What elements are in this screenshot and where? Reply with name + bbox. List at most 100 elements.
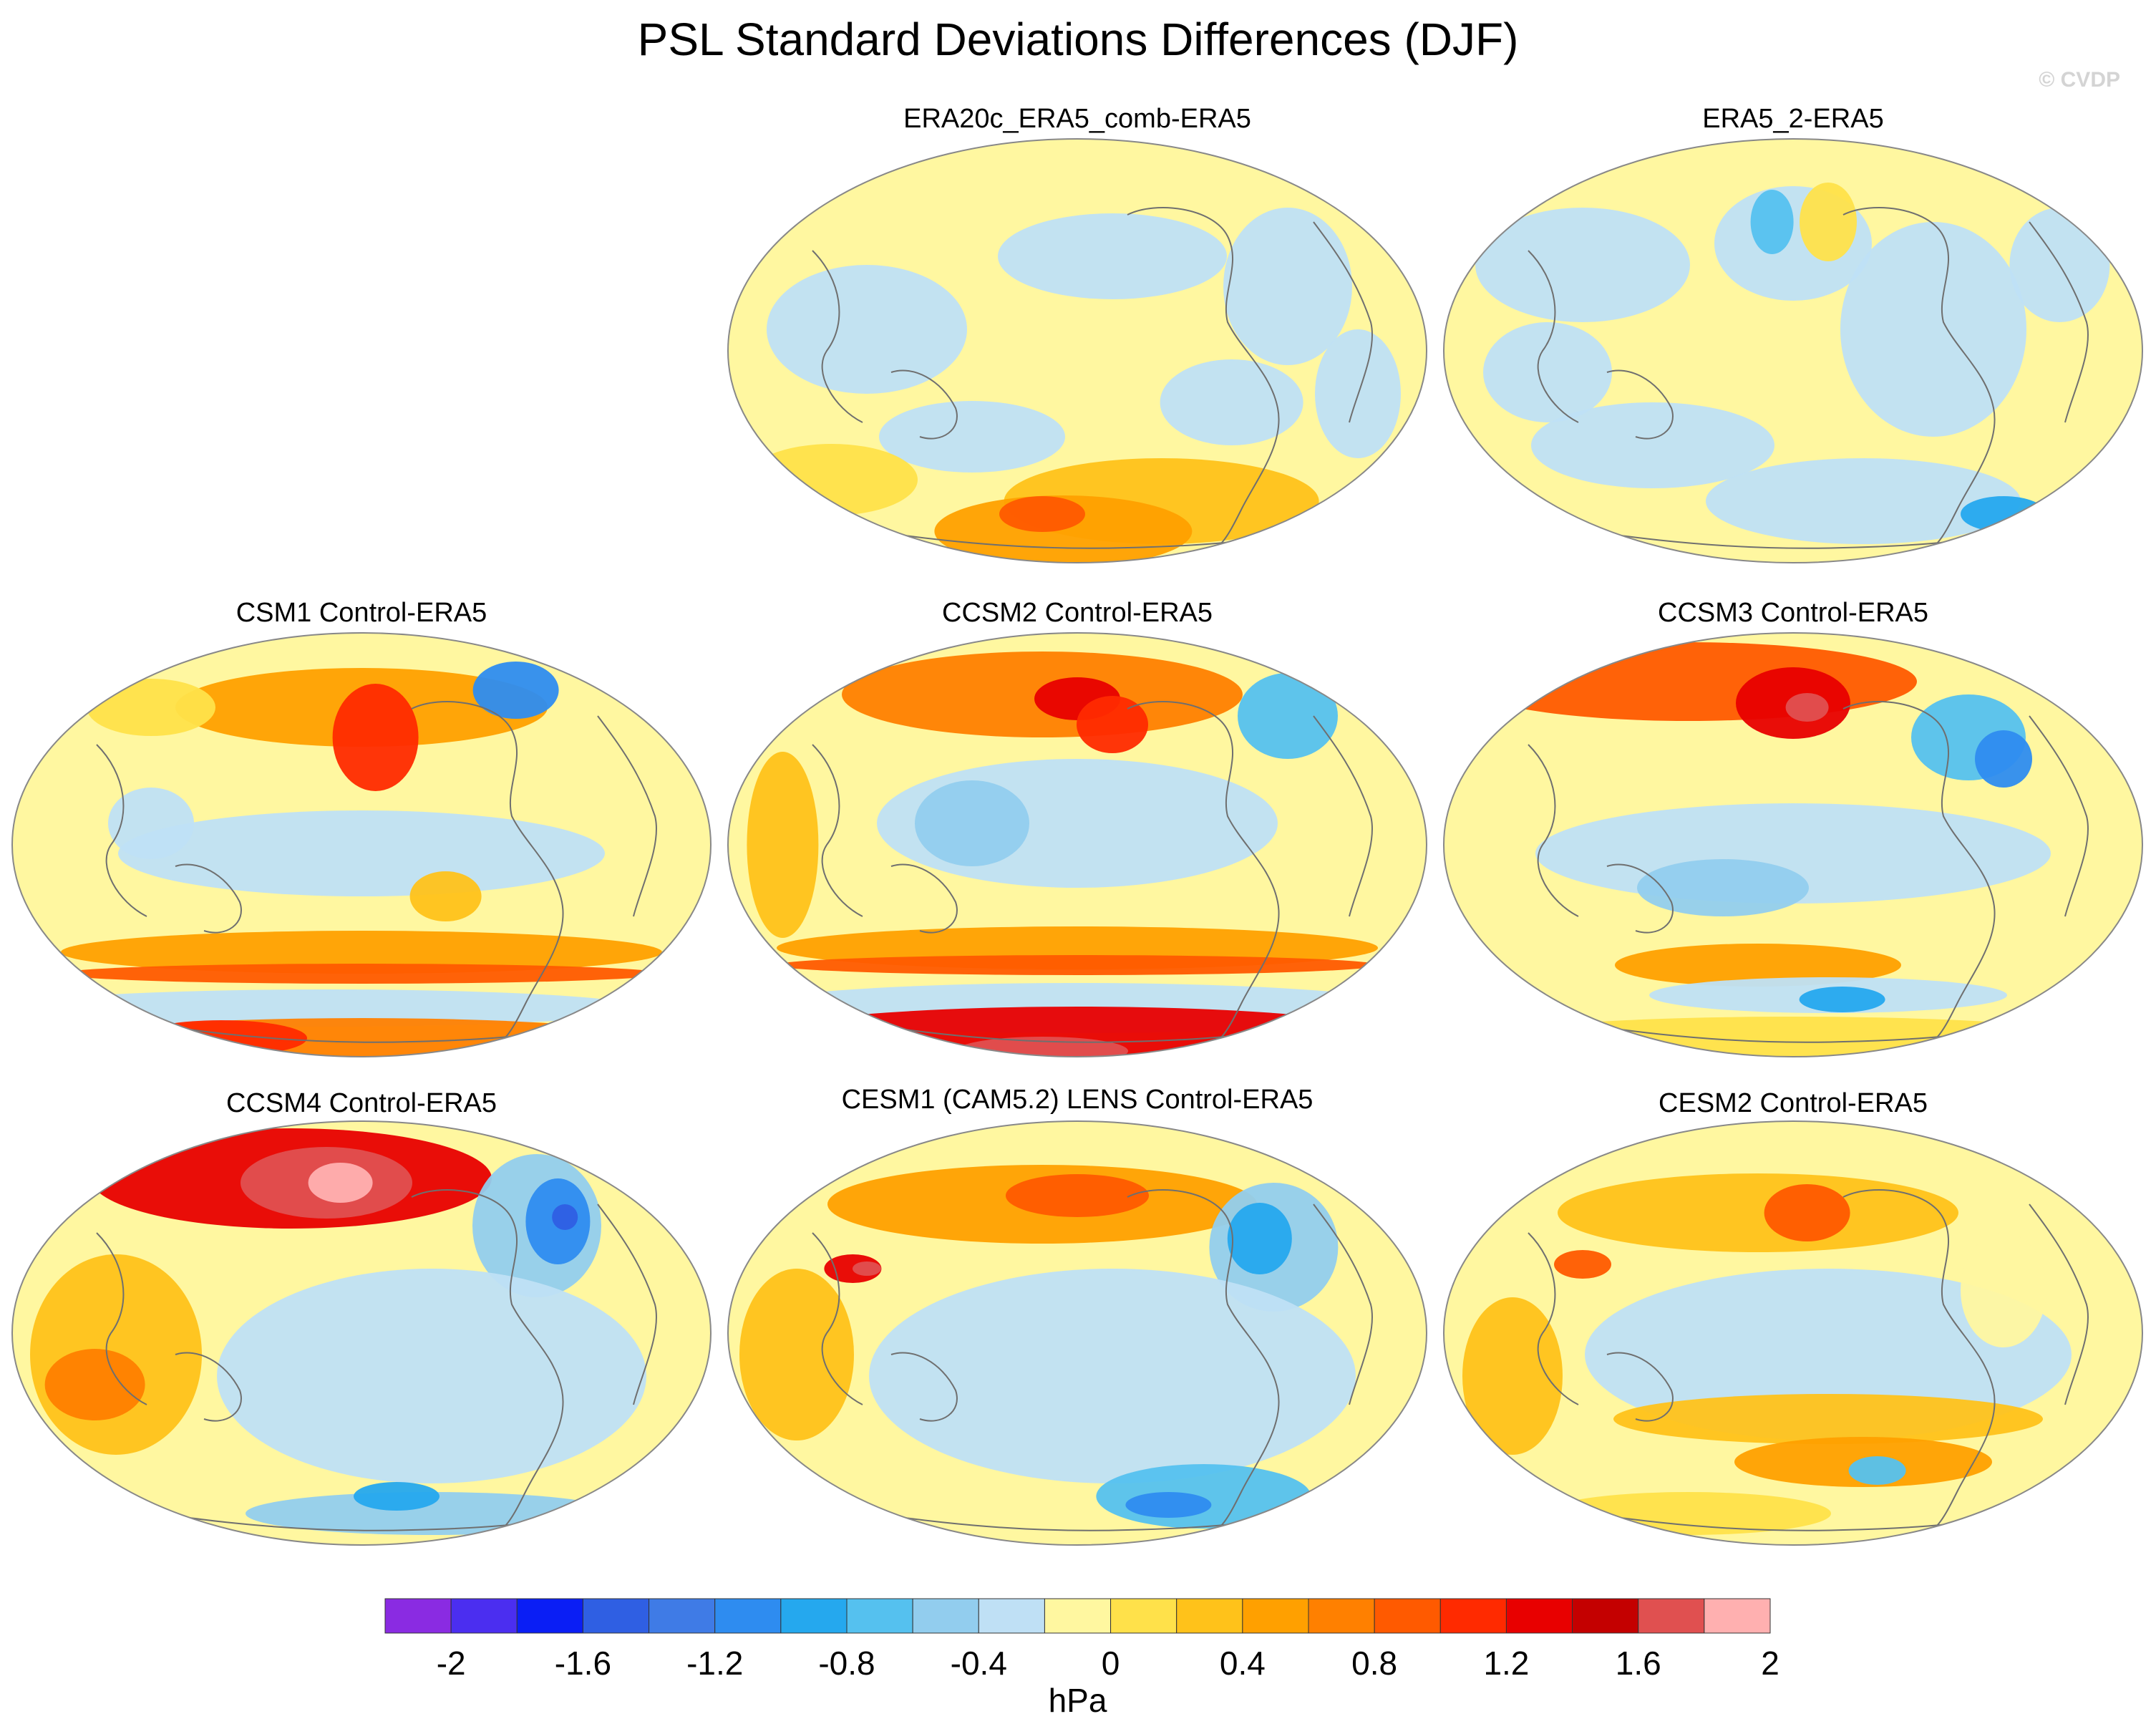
contour-region xyxy=(1840,222,2026,437)
map-panel-6 xyxy=(11,1120,712,1546)
contour-region xyxy=(1475,208,1690,322)
contour-region xyxy=(1238,673,1338,759)
coastline xyxy=(96,1232,147,1405)
coastline xyxy=(1842,1189,1996,1527)
colorbar-swatch xyxy=(450,1598,518,1634)
panel-title-6: CCSM4 Control-ERA5 xyxy=(226,1088,497,1118)
contour-region xyxy=(1160,359,1303,445)
coastline xyxy=(812,1232,863,1405)
contour-region xyxy=(777,955,1378,975)
colorbar-swatch xyxy=(978,1598,1045,1634)
coastline xyxy=(96,744,147,917)
contour-region xyxy=(956,1037,1128,1057)
colorbar-swatch xyxy=(846,1598,913,1634)
colorbar-swatch xyxy=(384,1598,452,1634)
map-panel-8 xyxy=(1443,1120,2143,1546)
contour-region xyxy=(1750,190,1794,254)
coastline xyxy=(175,863,242,934)
contour-region xyxy=(1558,1173,1958,1252)
colorbar-swatch xyxy=(582,1598,650,1634)
contour-region xyxy=(1006,1174,1149,1217)
coastline xyxy=(890,1352,958,1422)
contour-region xyxy=(1961,1233,2046,1347)
colorbar-swatch xyxy=(1572,1598,1639,1634)
colorbar-swatch xyxy=(1439,1598,1507,1634)
contour-region xyxy=(32,1018,691,1057)
contour-region xyxy=(1483,322,1612,422)
colorbar-swatch xyxy=(1374,1598,1441,1634)
colorbar-tick-label: 0.8 xyxy=(1351,1645,1397,1682)
coastline xyxy=(1528,1232,1579,1405)
colorbar-units-label: hPa xyxy=(1049,1682,1107,1719)
contour-region xyxy=(1531,402,1774,488)
map-panel-1 xyxy=(727,138,1427,563)
contour-region xyxy=(552,1204,578,1230)
coastline xyxy=(1606,863,1674,934)
contour-region xyxy=(1613,1394,2043,1444)
coastline xyxy=(1842,701,1996,1039)
contour-region xyxy=(1975,730,2032,788)
panel-title-4: CCSM2 Control-ERA5 xyxy=(942,598,1213,628)
contour-region xyxy=(118,810,605,896)
contour-region xyxy=(1223,208,1352,365)
coastline xyxy=(411,701,564,1039)
colorbar-swatch xyxy=(1638,1598,1705,1634)
map-panel-4 xyxy=(727,632,1427,1057)
contour-region xyxy=(915,780,1029,866)
contour-region xyxy=(409,871,482,921)
contour-region xyxy=(1785,693,1829,722)
panel-title-2: ERA5_2-ERA5 xyxy=(1702,104,1884,134)
map-border xyxy=(1443,1120,2143,1546)
contour-region xyxy=(1227,1203,1292,1274)
contour-region xyxy=(747,752,819,938)
coastline xyxy=(1313,1203,1373,1405)
colorbar-swatch xyxy=(1242,1598,1309,1634)
contour-region xyxy=(472,662,559,719)
colorbar-tick-label: 1.2 xyxy=(1483,1645,1529,1682)
colorbar-swatch xyxy=(649,1598,716,1634)
colorbar-tick-label: -1.6 xyxy=(555,1645,611,1682)
contour-region xyxy=(1637,859,1809,916)
contour-region xyxy=(746,444,918,515)
map-border xyxy=(11,1120,712,1546)
colorbar-swatch xyxy=(516,1598,583,1634)
watermark: © CVDP xyxy=(2039,68,2120,92)
panel-title-1: ERA20c_ERA5_comb-ERA5 xyxy=(903,104,1251,134)
colorbar-tick-label: -0.8 xyxy=(818,1645,875,1682)
colorbar-tick-label: -0.4 xyxy=(951,1645,1007,1682)
contour-region xyxy=(87,679,215,736)
coastline xyxy=(411,1189,564,1527)
contour-region xyxy=(1961,496,2046,532)
contour-region xyxy=(1848,1456,1906,1485)
contour-region xyxy=(1615,944,1901,987)
panel-title-5: CCSM3 Control-ERA5 xyxy=(1658,598,1928,628)
coastline xyxy=(1127,207,1280,545)
map-border xyxy=(1443,138,2143,563)
contour-region xyxy=(217,1269,646,1483)
coastline xyxy=(2029,715,2089,917)
colorbar-tick-label: 1.6 xyxy=(1616,1645,1661,1682)
contour-region xyxy=(332,684,419,791)
map-border xyxy=(727,632,1427,1057)
contour-region xyxy=(1077,696,1148,753)
contour-region xyxy=(1492,1017,2094,1057)
panel-title-3: CSM1 Control-ERA5 xyxy=(235,598,487,628)
colorbar-tick-label: -1.2 xyxy=(686,1645,743,1682)
panel-title-7: CESM1 (CAM5.2) LENS Control-ERA5 xyxy=(841,1085,1313,1115)
contour-region xyxy=(1800,183,1857,261)
colorbar-tick-label: 0 xyxy=(1102,1645,1120,1682)
contour-region xyxy=(1125,1492,1212,1518)
colorbar-swatch xyxy=(714,1598,782,1634)
contour-region xyxy=(12,989,641,1027)
contour-region xyxy=(1554,1250,1611,1279)
contour-region xyxy=(853,1261,881,1276)
coastline xyxy=(890,863,958,934)
contour-region xyxy=(934,495,1193,563)
colorbar-swatch xyxy=(912,1598,979,1634)
contour-region xyxy=(1764,1184,1850,1241)
contour-region xyxy=(108,788,194,859)
coastline xyxy=(1606,369,1674,440)
map-panel-5 xyxy=(1443,632,2143,1057)
coastline xyxy=(1528,744,1579,917)
contour-region xyxy=(1585,1269,2072,1440)
